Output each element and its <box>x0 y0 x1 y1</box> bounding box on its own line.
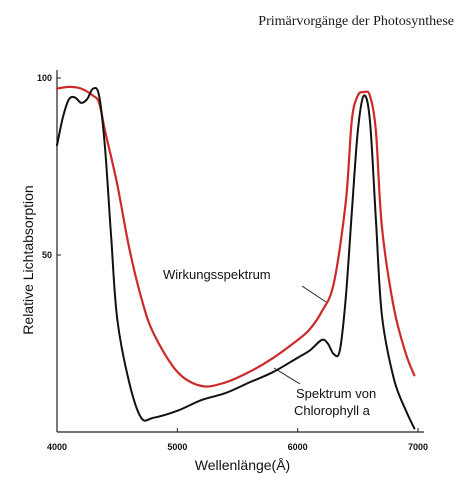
chlorophyll-a-line <box>56 86 416 430</box>
chart-curves <box>55 85 416 430</box>
page-header: Primärvorgänge der Photosynthese <box>258 14 454 29</box>
annotation-wirkungsspektrum-leader <box>301 285 327 303</box>
chart-axes: 4000 5000 6000 7000 50 100 <box>37 70 428 452</box>
y-tick-label: 100 <box>37 73 52 83</box>
y-tick-label: 50 <box>42 250 52 260</box>
annotation-chlorophyll-line2: Chlorophyll a <box>294 403 371 418</box>
x-tick-label: 5000 <box>167 442 187 452</box>
annotation-wirkungsspektrum: Wirkungsspektrum <box>163 267 271 282</box>
y-axis-title: Relative Lichtabsorption <box>20 185 36 334</box>
x-axis-title: Wellenlänge(Å) <box>195 457 290 473</box>
chart-labels: Wellenlänge(Å) Relative Lichtabsorption Wi… <box>20 185 376 473</box>
x-tick-label: 6000 <box>288 442 308 452</box>
x-tick-label: 7000 <box>408 442 428 452</box>
annotation-chlorophyll-line1: Spektrum von <box>296 386 376 401</box>
annotation-chlorophyll-leader <box>273 367 301 385</box>
x-tick-label: 4000 <box>47 442 67 452</box>
wirkungsspektrum-line <box>55 85 416 388</box>
